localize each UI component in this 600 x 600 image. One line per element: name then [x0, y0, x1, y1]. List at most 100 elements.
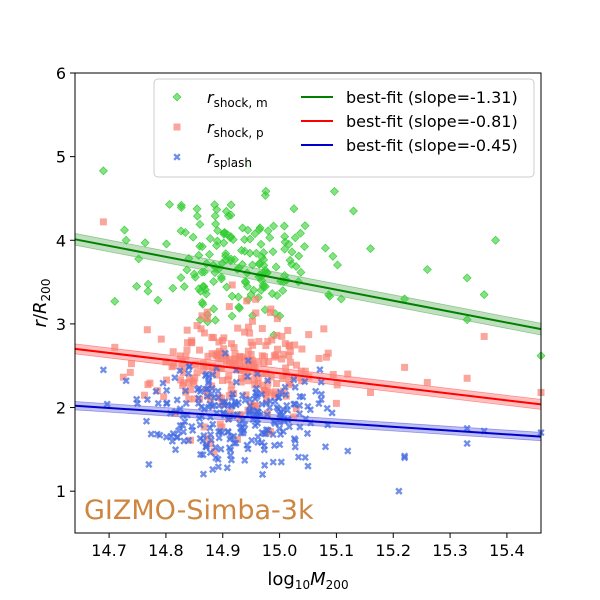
- point-0-62: [134, 254, 144, 264]
- point-1-225: [215, 354, 223, 362]
- point-0-14: [197, 298, 207, 307]
- point-2-139: [303, 429, 312, 438]
- point-2-175: [256, 410, 265, 418]
- point-2-244: [317, 390, 326, 398]
- point-1-219: [238, 374, 246, 382]
- point-2-207: [241, 421, 249, 429]
- point-0-21: [296, 267, 306, 277]
- point-1-163: [157, 335, 165, 343]
- point-2-216: [202, 443, 210, 451]
- point-1-193: [272, 353, 280, 361]
- point-1-203: [280, 350, 288, 358]
- point-0-120: [194, 250, 204, 260]
- point-2-213: [204, 379, 213, 387]
- point-2-132: [269, 430, 277, 439]
- point-1-171: [183, 326, 191, 334]
- point-1-227: [160, 393, 168, 401]
- point-0-100: [190, 272, 200, 282]
- point-1-91: [163, 376, 171, 384]
- point-0-43: [153, 295, 163, 305]
- point-2-93: [209, 420, 217, 428]
- point-1-84: [183, 339, 191, 347]
- point-1-44: [236, 361, 244, 369]
- point-1-151: [262, 342, 270, 350]
- point-2-171: [304, 402, 312, 411]
- point-2-49: [215, 434, 223, 442]
- point-2-4: [270, 441, 279, 450]
- point-1-136: [225, 372, 233, 380]
- point-2-251: [122, 377, 130, 385]
- point-1-235: [423, 378, 431, 386]
- point-2-74: [258, 400, 266, 408]
- point-1-228: [322, 353, 330, 361]
- point-1-189: [218, 394, 226, 402]
- point-0-15: [300, 221, 310, 231]
- point-2-56: [159, 379, 167, 387]
- point-1-153: [169, 348, 177, 356]
- point-2-206: [197, 403, 206, 411]
- point-1-230: [99, 218, 107, 226]
- y-tick-label-1: 2: [56, 399, 66, 418]
- point-2-167: [295, 409, 304, 418]
- point-1-197: [197, 325, 205, 333]
- point-0-126: [140, 238, 150, 248]
- legend-marker-1: [173, 123, 181, 131]
- point-1-237: [367, 388, 375, 396]
- point-1-115: [329, 371, 337, 379]
- point-1-156: [286, 347, 294, 355]
- point-2-115: [142, 417, 151, 425]
- point-1-67: [218, 376, 226, 384]
- point-2-256: [463, 424, 471, 433]
- point-1-45: [305, 331, 313, 339]
- point-2-20: [147, 430, 155, 438]
- y-tick-label-2: 3: [56, 315, 66, 334]
- point-2-15: [143, 395, 152, 404]
- point-1-204: [282, 364, 290, 372]
- point-0-132: [211, 219, 221, 229]
- point-1-43: [234, 324, 242, 332]
- point-0-115: [198, 282, 208, 291]
- point-1-140: [146, 379, 154, 387]
- y-tick-label-4: 5: [56, 148, 66, 167]
- point-1-27: [246, 329, 254, 337]
- point-2-221: [254, 433, 262, 441]
- point-2-236: [251, 388, 260, 397]
- fit-line-2: [74, 404, 542, 438]
- point-2-86: [232, 378, 241, 386]
- point-1-236: [401, 363, 409, 371]
- point-2-189: [276, 419, 284, 427]
- point-2-138: [189, 426, 197, 435]
- chart-annotation: GIZMO-Simba-3k: [84, 495, 314, 526]
- legend-label-1: rshock, p: [207, 118, 264, 140]
- point-2-113: [209, 371, 217, 379]
- point-2-177: [245, 407, 253, 416]
- point-1-167: [258, 325, 266, 333]
- point-1-121: [228, 381, 236, 389]
- point-0-124: [195, 219, 205, 229]
- point-2-119: [217, 445, 225, 453]
- point-2-2: [214, 387, 222, 395]
- point-2-250: [99, 366, 108, 374]
- point-1-47: [183, 346, 191, 354]
- point-1-66: [245, 323, 253, 331]
- point-1-207: [250, 376, 258, 384]
- point-2-183: [162, 399, 171, 408]
- point-0-88: [205, 234, 215, 243]
- point-0-72: [213, 226, 223, 236]
- point-0-55: [280, 244, 290, 254]
- y-axis-ticks: 1 2 3 4 5 6: [56, 64, 75, 501]
- point-1-222: [268, 336, 276, 344]
- point-0-134: [120, 225, 129, 235]
- point-1-144: [231, 350, 239, 358]
- point-2-174: [232, 401, 240, 409]
- point-2-12: [184, 369, 193, 377]
- x-tick-label-5: 15.2: [375, 541, 411, 560]
- point-1-215: [224, 376, 232, 384]
- point-1-89: [196, 346, 204, 354]
- point-1-17: [119, 373, 127, 381]
- point-0-97: [192, 211, 202, 221]
- fit-lines: [74, 238, 542, 438]
- point-2-23: [317, 378, 325, 386]
- point-1-214: [226, 359, 234, 367]
